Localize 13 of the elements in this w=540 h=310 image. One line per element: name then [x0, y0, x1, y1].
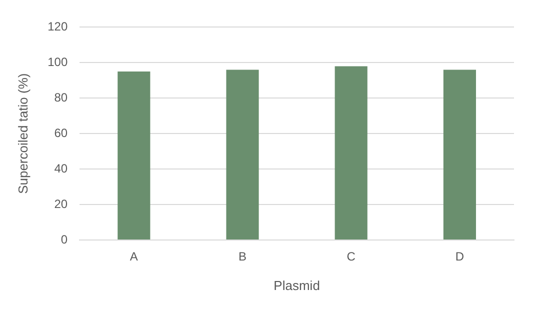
- y-tick-label: 40: [54, 161, 68, 176]
- x-tick-label: A: [130, 250, 138, 264]
- x-tick-label: D: [455, 250, 464, 264]
- y-tick-label: 80: [54, 90, 68, 104]
- y-axis-title: Supercoiled tatio (%): [15, 73, 30, 194]
- y-tick-label: 120: [48, 20, 68, 34]
- x-tick-label: B: [238, 250, 247, 264]
- x-tick-label: C: [346, 250, 356, 264]
- y-tick-label: 100: [48, 54, 68, 69]
- x-axis-title: Plasmid: [274, 278, 320, 293]
- y-tick-label: 60: [54, 126, 68, 140]
- y-tick-label: 0: [60, 232, 68, 246]
- y-tick-label: 20: [54, 196, 68, 211]
